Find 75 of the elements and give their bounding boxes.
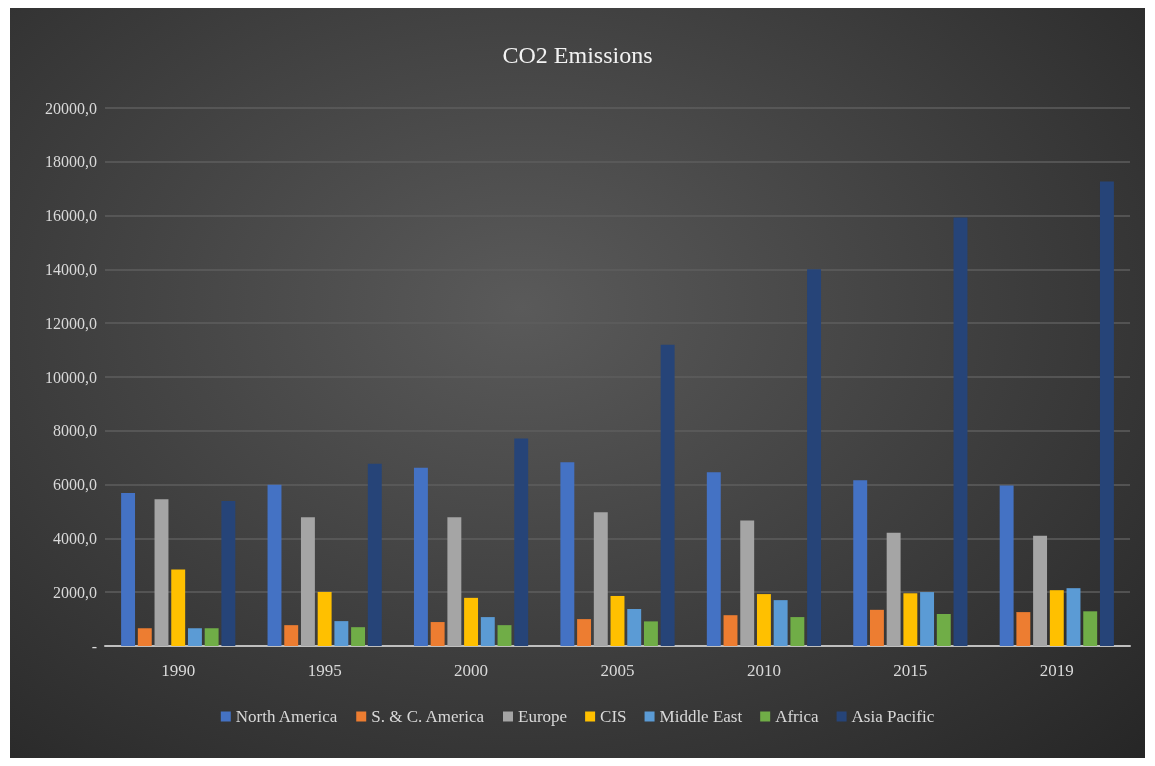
bar <box>773 600 788 646</box>
bar <box>514 438 529 646</box>
x-tick-label: 2000 <box>454 661 489 680</box>
bar <box>1083 611 1098 646</box>
bar <box>1066 588 1081 646</box>
x-tick-label: 2005 <box>600 661 635 680</box>
y-tick-label: 14000,0 <box>45 260 97 278</box>
bar <box>187 628 202 646</box>
legend-label: S. & C. America <box>371 707 485 726</box>
bar <box>627 609 642 646</box>
y-tick-label: 12000,0 <box>45 314 97 332</box>
y-tick-label: - <box>91 637 97 655</box>
bar <box>643 621 658 646</box>
legend-label: CIS <box>600 707 627 726</box>
x-tick-label: 2015 <box>893 661 928 680</box>
bar <box>1049 590 1064 646</box>
bar <box>447 517 462 646</box>
y-tick-label: 10000,0 <box>45 368 97 386</box>
bar <box>204 628 219 646</box>
y-tick-label: 20000,0 <box>45 99 97 117</box>
bar <box>154 499 169 646</box>
legend-label: Europe <box>518 707 568 726</box>
x-tick-label: 2010 <box>746 661 781 680</box>
bar <box>317 591 332 646</box>
bar <box>807 269 822 646</box>
y-tick-label: 16000,0 <box>45 207 97 225</box>
legend-label: Africa <box>775 707 820 726</box>
bar <box>430 622 445 646</box>
bar <box>497 625 512 646</box>
y-tick-label: 8000,0 <box>53 422 97 440</box>
bar <box>740 520 755 646</box>
bar <box>334 621 349 646</box>
bar <box>903 593 918 646</box>
bar <box>577 619 592 646</box>
bar <box>953 217 968 646</box>
bar <box>121 492 136 646</box>
bar <box>886 532 901 646</box>
bar <box>756 594 771 646</box>
legend-label: North America <box>235 707 338 726</box>
bar <box>171 569 186 646</box>
bar <box>413 467 428 646</box>
bar <box>1099 181 1114 646</box>
legend-label: Asia Pacific <box>851 707 935 726</box>
bar <box>300 517 315 646</box>
bar <box>480 617 495 646</box>
y-tick-label: 6000,0 <box>53 476 97 494</box>
chart-title: CO2 Emissions <box>502 42 653 68</box>
bar <box>723 615 738 646</box>
bar <box>221 501 236 646</box>
bar <box>790 617 805 646</box>
bar <box>936 613 951 646</box>
bar <box>351 627 366 646</box>
y-tick-label: 18000,0 <box>45 153 97 171</box>
y-tick-label: 2000,0 <box>53 583 97 601</box>
bar <box>853 480 868 646</box>
bar <box>920 592 935 646</box>
x-tick-label: 2019 <box>1039 661 1074 680</box>
bar <box>593 512 608 646</box>
bar <box>1016 612 1031 646</box>
bar <box>706 472 721 646</box>
x-tick-label: 1995 <box>307 661 342 680</box>
y-tick-label: 4000,0 <box>53 529 97 547</box>
legend-label: Middle East <box>659 707 743 726</box>
bar <box>610 595 625 646</box>
bar <box>660 344 675 646</box>
bar <box>464 597 479 646</box>
bar <box>284 625 299 646</box>
bar <box>869 609 884 646</box>
bar <box>999 485 1014 646</box>
bar <box>267 484 282 646</box>
bar <box>1033 535 1048 646</box>
bar <box>560 462 575 646</box>
x-tick-label: 1990 <box>161 661 196 680</box>
bar <box>137 628 152 646</box>
bar <box>367 463 382 646</box>
